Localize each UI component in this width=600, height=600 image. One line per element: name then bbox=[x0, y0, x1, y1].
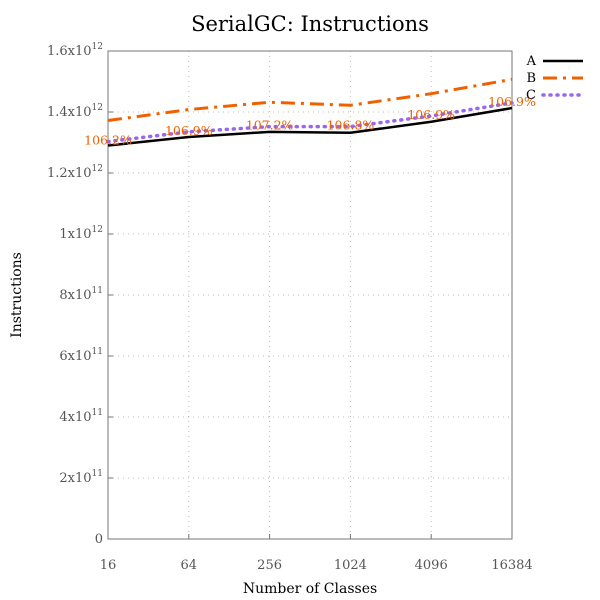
data-label: 107.2% bbox=[246, 118, 294, 133]
data-label: 106.9% bbox=[165, 123, 213, 138]
x-tick-label: 256 bbox=[257, 558, 282, 573]
data-label: 106.9% bbox=[407, 107, 455, 122]
y-tick-label: 4x1011 bbox=[59, 408, 103, 425]
y-tick-label: 6x1011 bbox=[59, 347, 103, 364]
data-label: 106.8% bbox=[327, 118, 375, 133]
x-tick-label: 4096 bbox=[415, 558, 448, 573]
y-axis-ticks: 0 2x1011 4x1011 6x1011 8x1011 1x1012 1.2x1012 1… bbox=[47, 42, 113, 547]
x-axis-ticks: 16 64 256 1024 4096 16384 bbox=[100, 534, 533, 573]
y-tick-label: 1.6x1012 bbox=[47, 42, 103, 59]
x-tick-label: 64 bbox=[181, 558, 198, 573]
x-tick-label: 16 bbox=[100, 558, 117, 573]
y-tick-label: 1x1012 bbox=[59, 225, 103, 242]
x-tick-label: 16384 bbox=[491, 558, 532, 573]
series-lines bbox=[106, 77, 514, 147]
legend-label-c: C bbox=[526, 88, 536, 103]
y-tick-label: 8x1011 bbox=[59, 286, 103, 303]
chart-title: SerialGC: Instructions bbox=[191, 12, 429, 36]
legend-label-a: A bbox=[526, 54, 537, 69]
series-line-a bbox=[107, 106, 513, 147]
y-tick-label: 1.2x1012 bbox=[47, 164, 103, 181]
y-tick-label: 1.4x1012 bbox=[47, 103, 103, 120]
y-tick-label: 2x1011 bbox=[59, 469, 103, 486]
y-axis-label: Instructions bbox=[9, 252, 25, 338]
series-line-b bbox=[107, 77, 513, 123]
legend: ABC bbox=[526, 54, 585, 103]
data-label: 106.2% bbox=[84, 133, 132, 148]
y-tick-label: 0 bbox=[95, 532, 103, 547]
x-axis-label: Number of Classes bbox=[243, 581, 377, 597]
series-line-c bbox=[106, 101, 514, 144]
legend-label-b: B bbox=[526, 71, 536, 86]
data-label: 106.9% bbox=[488, 94, 536, 109]
x-tick-label: 1024 bbox=[334, 558, 367, 573]
data-labels: 106.2% 106.9% 107.2% 106.8% 106.9% 106.9% bbox=[84, 94, 536, 148]
